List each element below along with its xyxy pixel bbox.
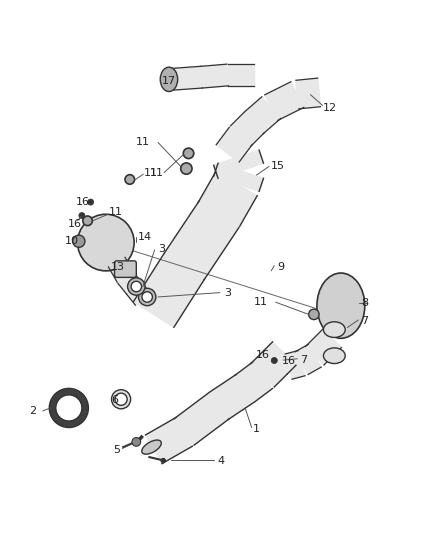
- Text: 4: 4: [218, 456, 225, 466]
- Text: 1: 1: [252, 424, 259, 434]
- Circle shape: [132, 438, 141, 446]
- Text: 13: 13: [111, 262, 125, 271]
- Text: 16: 16: [76, 197, 90, 207]
- Circle shape: [161, 458, 166, 463]
- Circle shape: [79, 213, 85, 219]
- Polygon shape: [214, 163, 264, 191]
- Ellipse shape: [78, 214, 134, 271]
- Text: 2: 2: [29, 406, 36, 416]
- Polygon shape: [235, 362, 272, 401]
- Polygon shape: [216, 127, 252, 162]
- Text: 9: 9: [278, 262, 285, 271]
- Circle shape: [181, 163, 192, 174]
- Text: 8: 8: [361, 298, 368, 309]
- Text: 15: 15: [271, 161, 285, 172]
- FancyBboxPatch shape: [115, 261, 136, 277]
- Polygon shape: [264, 342, 296, 374]
- Polygon shape: [109, 257, 134, 282]
- Polygon shape: [170, 66, 202, 90]
- Text: 16: 16: [255, 350, 269, 360]
- Polygon shape: [198, 172, 257, 226]
- Text: 11: 11: [150, 168, 164, 179]
- Polygon shape: [285, 351, 305, 379]
- Circle shape: [88, 199, 94, 205]
- Polygon shape: [228, 64, 254, 86]
- Circle shape: [83, 216, 92, 225]
- Text: 16: 16: [67, 219, 81, 229]
- Ellipse shape: [160, 67, 178, 92]
- Circle shape: [73, 235, 85, 247]
- Circle shape: [271, 358, 277, 364]
- Polygon shape: [127, 282, 150, 305]
- Text: 5: 5: [113, 445, 120, 455]
- Ellipse shape: [323, 322, 345, 337]
- Polygon shape: [306, 329, 341, 365]
- Polygon shape: [295, 344, 321, 375]
- Text: 11: 11: [136, 138, 150, 148]
- Polygon shape: [214, 150, 264, 179]
- Text: 6: 6: [111, 395, 118, 405]
- Text: 10: 10: [65, 236, 79, 246]
- Text: 11: 11: [109, 207, 122, 217]
- Polygon shape: [210, 375, 254, 419]
- Circle shape: [127, 278, 145, 295]
- Polygon shape: [244, 97, 281, 134]
- Text: 17: 17: [162, 76, 176, 86]
- Circle shape: [309, 309, 319, 320]
- Text: 7: 7: [361, 316, 368, 326]
- Polygon shape: [164, 201, 239, 280]
- Ellipse shape: [142, 440, 161, 454]
- Circle shape: [56, 395, 82, 421]
- Circle shape: [184, 148, 194, 158]
- Polygon shape: [118, 271, 141, 294]
- Text: 7: 7: [300, 355, 307, 365]
- Circle shape: [142, 292, 152, 302]
- Circle shape: [112, 390, 131, 409]
- Polygon shape: [134, 254, 205, 327]
- Text: 3: 3: [158, 244, 165, 254]
- Circle shape: [115, 393, 127, 405]
- Ellipse shape: [317, 273, 365, 338]
- Polygon shape: [230, 112, 264, 146]
- Circle shape: [131, 281, 141, 292]
- Polygon shape: [174, 392, 229, 445]
- Circle shape: [138, 288, 156, 305]
- Text: 11: 11: [253, 297, 267, 307]
- Text: 11: 11: [144, 168, 158, 178]
- Polygon shape: [201, 64, 229, 88]
- Text: 14: 14: [138, 232, 152, 243]
- Text: 3: 3: [224, 288, 231, 297]
- Polygon shape: [296, 78, 321, 109]
- Polygon shape: [251, 351, 287, 387]
- Circle shape: [125, 175, 134, 184]
- Circle shape: [49, 389, 88, 427]
- Text: 12: 12: [323, 103, 337, 112]
- Polygon shape: [145, 417, 192, 464]
- Text: 16: 16: [282, 356, 296, 366]
- Polygon shape: [265, 82, 304, 120]
- Ellipse shape: [323, 348, 345, 364]
